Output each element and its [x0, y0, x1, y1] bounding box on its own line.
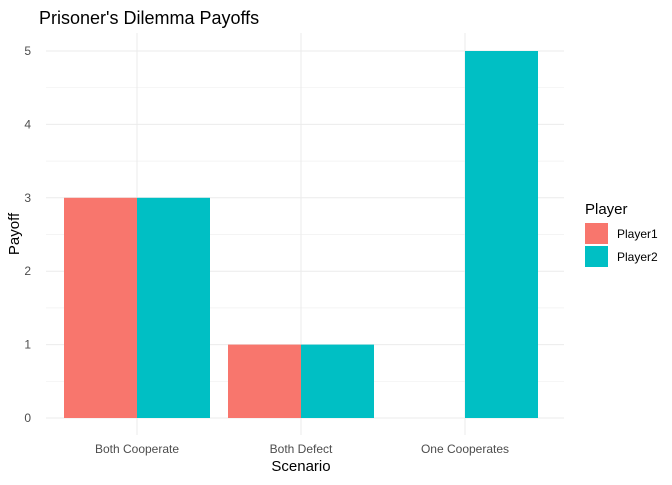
bar-player2-0 — [137, 197, 210, 418]
x-axis: Both Cooperate Both Defect One Cooperates — [95, 442, 509, 456]
bars — [64, 51, 538, 418]
x-tick-label: One Cooperates — [421, 442, 509, 456]
y-axis: 0 1 2 3 4 5 — [24, 44, 31, 425]
x-tick-label: Both Defect — [270, 442, 333, 456]
bar-player2-2 — [465, 51, 538, 418]
legend-label-player2: Player2 — [617, 250, 658, 264]
y-axis-label: Payoff — [6, 212, 23, 255]
legend-swatch-player1 — [585, 223, 608, 244]
legend-title: Player — [585, 201, 628, 218]
y-tick-label: 2 — [24, 264, 31, 278]
legend-label-player1: Player1 — [617, 227, 658, 241]
x-tick-label: Both Cooperate — [95, 442, 179, 456]
legend: Player Player1 Player2 — [585, 201, 658, 267]
x-axis-label: Scenario — [271, 458, 330, 475]
y-tick-label: 0 — [24, 411, 31, 425]
chart-title: Prisoner's Dilemma Payoffs — [39, 8, 259, 28]
y-tick-label: 1 — [24, 338, 31, 352]
y-tick-label: 5 — [24, 44, 31, 58]
bar-player2-1 — [301, 344, 374, 418]
bar-player1-1 — [228, 344, 301, 418]
bar-player1-0 — [64, 197, 137, 418]
y-tick-label: 3 — [24, 191, 31, 205]
legend-swatch-player2 — [585, 246, 608, 267]
y-tick-label: 4 — [24, 117, 31, 131]
